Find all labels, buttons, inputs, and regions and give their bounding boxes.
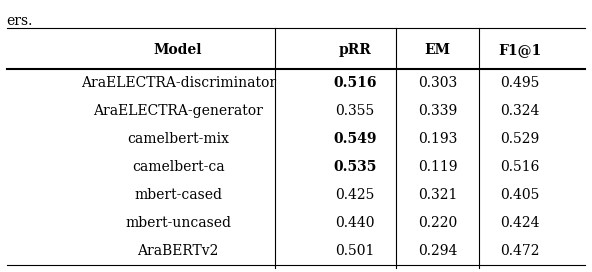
Text: EM: EM (424, 43, 451, 57)
Text: 0.440: 0.440 (335, 216, 375, 230)
Text: 0.193: 0.193 (418, 132, 457, 146)
Text: 0.516: 0.516 (333, 76, 377, 90)
Text: AraBERTv2: AraBERTv2 (137, 244, 219, 258)
Text: 0.324: 0.324 (500, 104, 539, 118)
Text: 0.339: 0.339 (418, 104, 457, 118)
Text: camelbert-mix: camelbert-mix (127, 132, 229, 146)
Text: mbert-cased: mbert-cased (134, 188, 222, 202)
Text: 0.516: 0.516 (500, 160, 539, 174)
Text: 0.294: 0.294 (418, 244, 457, 258)
Text: 0.355: 0.355 (335, 104, 375, 118)
Text: pRR: pRR (339, 43, 371, 57)
Text: 0.501: 0.501 (335, 244, 375, 258)
Text: 0.303: 0.303 (418, 76, 457, 90)
Text: F1@1: F1@1 (498, 43, 542, 57)
Text: 0.220: 0.220 (418, 216, 457, 230)
Text: 0.549: 0.549 (333, 132, 377, 146)
Text: 0.495: 0.495 (500, 76, 539, 90)
Text: 0.119: 0.119 (418, 160, 457, 174)
Text: Model: Model (154, 43, 202, 57)
Text: mbert-uncased: mbert-uncased (125, 216, 231, 230)
Text: 0.424: 0.424 (500, 216, 540, 230)
Text: 0.529: 0.529 (500, 132, 539, 146)
Text: camelbert-ca: camelbert-ca (132, 160, 224, 174)
Text: ers.: ers. (6, 14, 33, 27)
Text: 0.405: 0.405 (500, 188, 539, 202)
Text: 0.321: 0.321 (418, 188, 457, 202)
Text: 0.535: 0.535 (333, 160, 377, 174)
Text: 0.425: 0.425 (335, 188, 375, 202)
Text: AraELECTRA-generator: AraELECTRA-generator (93, 104, 263, 118)
Text: AraELECTRA-discriminator: AraELECTRA-discriminator (81, 76, 276, 90)
Text: 0.472: 0.472 (500, 244, 540, 258)
